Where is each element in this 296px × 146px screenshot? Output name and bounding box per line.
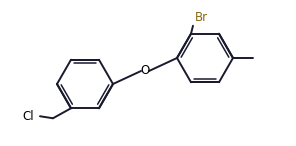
Text: O: O [140,65,149,78]
Text: Br: Br [195,11,208,24]
Text: Cl: Cl [22,110,34,123]
